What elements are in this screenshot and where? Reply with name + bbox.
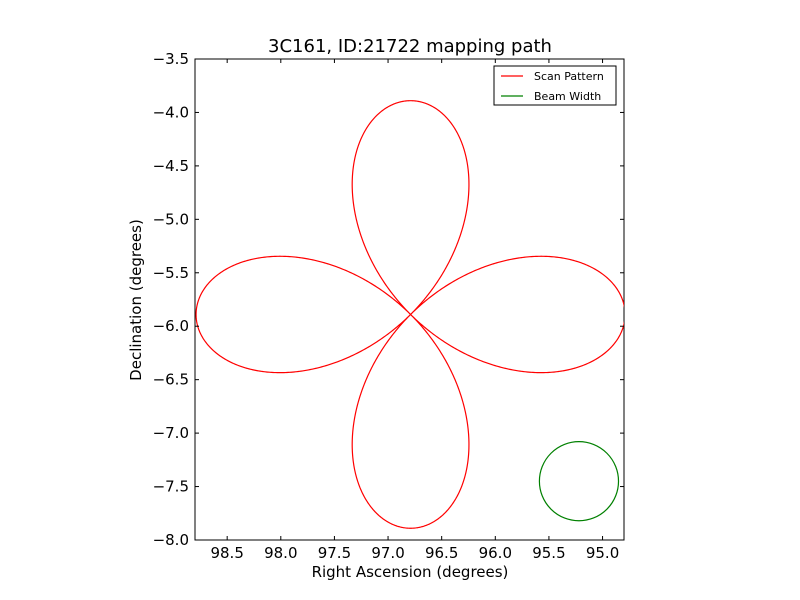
scan-pattern-line (195, 100, 624, 529)
x-tick-label: 95.5 (532, 544, 565, 562)
y-tick-label: −5.5 (153, 264, 189, 282)
y-tick-label: −5.0 (153, 210, 189, 228)
legend-label-scan-pattern: Scan Pattern (534, 70, 604, 83)
y-tick-label: −3.5 (153, 50, 189, 68)
beam-width-circle (538, 441, 620, 522)
x-axis-ticks: 98.5 98.0 97.5 97.0 96.5 96.0 95.5 95.0 (210, 59, 619, 562)
y-tick-label: −4.0 (153, 103, 189, 121)
y-tick-label: −6.5 (153, 371, 189, 389)
y-tick-label: −7.5 (153, 478, 189, 496)
plot-area-frame (194, 58, 625, 541)
legend-box (493, 65, 617, 106)
y-axis-label: Declination (degrees) (127, 219, 145, 381)
y-tick-label: −4.5 (153, 157, 189, 175)
x-tick-label: 97.5 (318, 544, 351, 562)
y-tick-label: −8.0 (153, 531, 189, 549)
x-axis-label: Right Ascension (degrees) (312, 563, 509, 581)
x-tick-label: 95.0 (586, 544, 619, 562)
x-tick-label: 98.0 (264, 544, 297, 562)
x-tick-label: 97.0 (371, 544, 404, 562)
legend-label-beam-width: Beam Width (534, 90, 601, 103)
y-axis-ticks: −3.5 −4.0 −4.5 −5.0 −5.5 −6.0 −6.5 −7.0 −7.5 −8.0 (153, 50, 624, 549)
y-tick-label: −7.0 (153, 424, 189, 442)
y-tick-label: −6.0 (153, 317, 189, 335)
legend: Scan Pattern Beam Width (493, 65, 617, 106)
x-tick-label: 96.0 (479, 544, 512, 562)
x-tick-label: 96.5 (425, 544, 458, 562)
chart-title: 3C161, ID:21722 mapping path (268, 36, 552, 57)
plot-content (195, 100, 624, 529)
x-tick-label: 98.5 (210, 544, 243, 562)
